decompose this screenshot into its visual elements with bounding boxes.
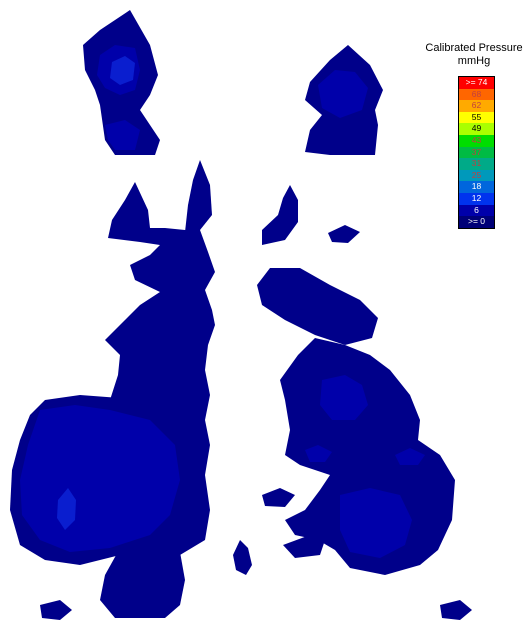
pressure-region — [262, 185, 298, 245]
legend-level: 43 — [459, 134, 494, 147]
pressure-region — [262, 488, 295, 507]
color-legend: >= 74 68 62 55 49 43 37 31 25 18 12 6 >= 0 — [458, 76, 495, 229]
pressure-region — [233, 540, 252, 575]
legend-level: 6 — [459, 204, 494, 217]
pressure-region — [328, 225, 360, 243]
legend-level: >= 74 — [459, 77, 494, 89]
pressure-region — [100, 548, 185, 618]
pressure-region — [40, 600, 72, 620]
legend-title-text: Calibrated Pressure — [425, 42, 523, 54]
pressure-region-inner — [105, 120, 140, 150]
legend-unit: mmHg — [457, 55, 491, 67]
pressure-region — [440, 600, 472, 620]
legend-level: 18 — [459, 181, 494, 193]
pressure-region-inner — [57, 488, 76, 530]
legend-level: 31 — [459, 158, 494, 170]
legend-title: Calibrated Pressure mmHg — [418, 42, 530, 68]
legend-level: 37 — [459, 146, 494, 159]
pressure-region-inner — [395, 448, 425, 465]
legend-level: 62 — [459, 100, 494, 112]
pressure-region — [257, 268, 378, 345]
legend-level: 68 — [459, 88, 494, 101]
legend-level: 12 — [459, 192, 494, 205]
legend-level: >= 0 — [459, 216, 494, 228]
legend-level: 49 — [459, 123, 494, 135]
pressure-region — [283, 535, 325, 558]
pressure-region-inner — [340, 488, 412, 558]
legend-level: 25 — [459, 169, 494, 182]
pressure-region-inner — [110, 56, 135, 85]
pressure-region — [185, 160, 212, 232]
pressure-region-inner — [320, 375, 368, 420]
pressure-region-inner — [318, 70, 368, 118]
pressure-region-inner — [305, 445, 332, 462]
legend-level: 55 — [459, 111, 494, 124]
